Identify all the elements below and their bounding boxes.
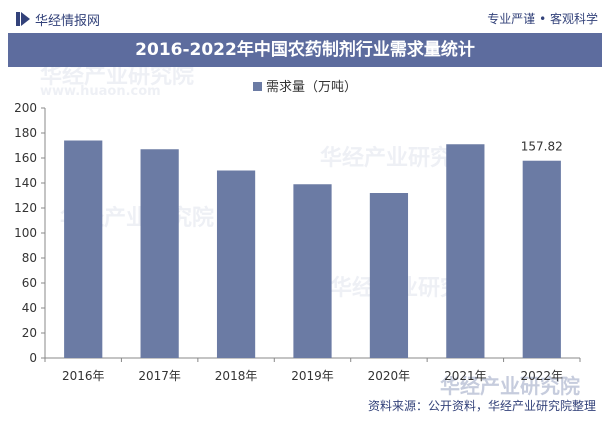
x-tick-label: 2017年 — [138, 369, 181, 383]
watermark-1: 华经产业研究院 — [40, 64, 195, 89]
bar — [293, 184, 332, 358]
legend-swatch — [252, 82, 262, 91]
x-tick-label: 2018年 — [215, 369, 258, 383]
y-tick-label: 60 — [22, 276, 37, 290]
brand-logo-icon — [16, 12, 30, 26]
y-tick-label: 20 — [22, 326, 37, 340]
header: 华经情报网 专业严谨 • 客观科学 — [0, 0, 610, 32]
x-tick-label: 2020年 — [368, 369, 411, 383]
y-tick-label: 180 — [14, 126, 37, 140]
bar — [522, 160, 561, 358]
bar — [64, 140, 103, 358]
data-label: 157.82 — [521, 140, 563, 154]
bar — [216, 170, 256, 358]
y-tick-label: 100 — [14, 226, 37, 240]
x-tick-label: 2016年 — [62, 369, 105, 383]
x-tick-label: 2021年 — [444, 369, 487, 383]
watermark-6: 华经产业研究院 — [440, 374, 580, 398]
bar — [446, 144, 485, 358]
y-tick-label: 0 — [29, 351, 37, 365]
legend-label: 需求量（万吨） — [265, 80, 357, 95]
y-tick-label: 200 — [14, 101, 37, 115]
bar — [140, 149, 179, 358]
x-tick-label: 2022年 — [521, 369, 564, 383]
brand-name: 华经情报网 — [35, 14, 101, 29]
chart-title: 2016-2022年中国农药制剂行业需求量统计 — [8, 33, 602, 67]
tagline: 专业严谨 • 客观科学 — [487, 12, 598, 26]
source-note: 资料来源：公开资料，华经产业研究院整理 — [367, 399, 596, 413]
watermark-2: www.huaon.com — [40, 84, 161, 99]
y-tick-label: 80 — [22, 251, 37, 265]
y-tick-label: 120 — [14, 201, 37, 215]
x-tick-label: 2019年 — [291, 369, 334, 383]
y-tick-label: 140 — [14, 176, 37, 190]
y-tick-label: 160 — [14, 151, 37, 165]
y-tick-label: 40 — [22, 301, 37, 315]
bar — [369, 193, 409, 358]
legend: 需求量（万吨） — [0, 76, 610, 95]
